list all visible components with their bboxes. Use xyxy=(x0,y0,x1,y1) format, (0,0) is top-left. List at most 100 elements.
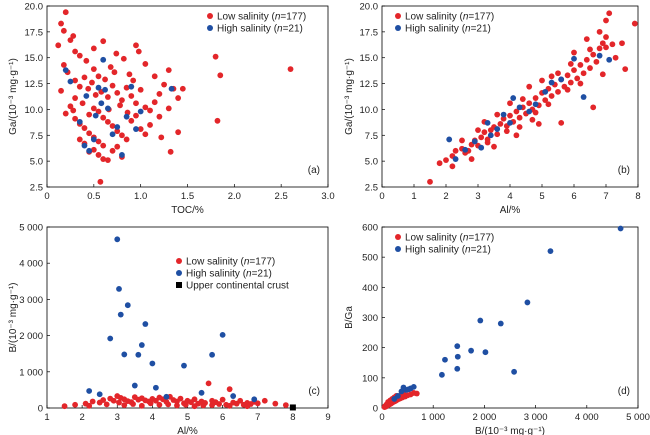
data-point xyxy=(163,393,170,400)
legend-text: High salinity ( xyxy=(217,24,278,35)
data-point xyxy=(454,353,461,360)
data-point xyxy=(436,160,443,167)
legend-marker xyxy=(395,246,401,252)
data-point xyxy=(491,143,497,150)
data-point xyxy=(244,403,251,410)
y-tick-label: 10.0 xyxy=(25,105,44,116)
data-point xyxy=(114,236,121,243)
data-point xyxy=(400,384,407,391)
data-point xyxy=(443,157,449,164)
data-point xyxy=(593,58,600,65)
y-tick-label: 5.0 xyxy=(365,157,378,168)
legend-marker xyxy=(176,270,182,276)
data-point xyxy=(95,152,102,158)
data-point xyxy=(67,103,74,110)
data-point xyxy=(599,71,606,78)
data-point xyxy=(526,108,533,115)
data-point xyxy=(76,136,83,143)
data-point xyxy=(449,163,456,170)
data-point xyxy=(251,396,258,403)
data-point xyxy=(191,396,198,403)
data-point xyxy=(209,351,215,358)
data-point xyxy=(128,93,135,99)
data-point xyxy=(90,45,97,52)
data-point xyxy=(198,389,205,396)
x-tick-label: 9 xyxy=(325,412,330,423)
data-point xyxy=(133,42,139,49)
data-point xyxy=(513,108,520,115)
data-point xyxy=(152,384,159,391)
y-tick-label: 500 xyxy=(362,253,378,264)
data-point xyxy=(526,83,533,90)
data-point xyxy=(548,93,555,99)
data-point xyxy=(72,115,78,122)
x-axis-label: Al/% xyxy=(500,205,521,216)
data-point xyxy=(596,28,603,35)
data-point xyxy=(137,126,144,132)
series-2 xyxy=(289,404,296,411)
x-tick-label: 0 xyxy=(379,412,384,423)
y-tick-label: 4 000 xyxy=(19,259,43,270)
data-point xyxy=(237,397,244,404)
legend-text: Low salinity ( xyxy=(405,12,463,23)
data-point xyxy=(535,121,542,127)
data-point xyxy=(410,383,417,390)
data-point xyxy=(165,67,172,74)
data-point xyxy=(478,144,485,151)
data-point xyxy=(111,69,118,76)
x-tick-label: 0 xyxy=(44,191,49,202)
data-point xyxy=(542,88,549,95)
data-point xyxy=(128,83,135,90)
data-point xyxy=(468,347,474,354)
data-point xyxy=(81,125,88,131)
data-point xyxy=(116,286,122,292)
data-point xyxy=(85,85,92,92)
chart-panel-b: 0 1 2 3 4 5 6 7 8 2.5 5.0 7.5 10.0 12.5 15.0 17.5 20.0 Al… xyxy=(344,2,641,217)
y-tick-label: 10.0 xyxy=(360,105,379,116)
y-tick-label: 20.0 xyxy=(25,2,44,13)
data-point xyxy=(135,351,142,358)
data-point xyxy=(110,397,117,404)
y-tick-label: 3 000 xyxy=(19,295,43,306)
data-point xyxy=(567,79,574,86)
data-point xyxy=(484,119,491,126)
y-tick-label: 400 xyxy=(362,283,378,294)
data-point xyxy=(583,36,590,42)
data-point xyxy=(452,156,459,162)
legend-text: Low salinity ( xyxy=(217,12,275,23)
data-point xyxy=(138,342,145,348)
data-point xyxy=(131,382,138,389)
data-point xyxy=(104,105,111,112)
data-point xyxy=(219,396,226,403)
data-point xyxy=(580,94,587,100)
data-point xyxy=(503,128,510,135)
data-point xyxy=(142,131,149,138)
legend-text-var: n xyxy=(277,24,283,35)
x-tick-label: 8 xyxy=(290,412,295,423)
legend-text: High salinity ( xyxy=(186,269,247,280)
legend-entry: Low salinity (n=177) xyxy=(217,12,306,23)
data-point xyxy=(590,104,597,111)
data-point xyxy=(128,117,135,124)
data-point xyxy=(394,393,401,399)
legend-text: =177) xyxy=(249,257,275,268)
data-point xyxy=(484,139,491,146)
legend-text: =21) xyxy=(471,24,491,35)
data-point xyxy=(130,77,137,84)
legend-marker xyxy=(207,25,213,31)
data-point xyxy=(175,129,182,136)
data-point xyxy=(583,56,590,63)
data-point xyxy=(121,351,128,358)
data-point xyxy=(631,20,638,27)
data-point xyxy=(603,44,609,51)
data-point xyxy=(167,148,174,155)
data-point xyxy=(558,119,565,126)
data-point xyxy=(60,62,67,68)
legend-text: High salinity ( xyxy=(405,245,466,256)
x-tick-label: 4 000 xyxy=(575,412,599,423)
data-point xyxy=(156,113,163,120)
y-tick-label: 2.5 xyxy=(30,183,43,194)
y-tick-label: 15.0 xyxy=(25,53,44,64)
data-point xyxy=(507,112,513,119)
data-point xyxy=(107,64,114,70)
